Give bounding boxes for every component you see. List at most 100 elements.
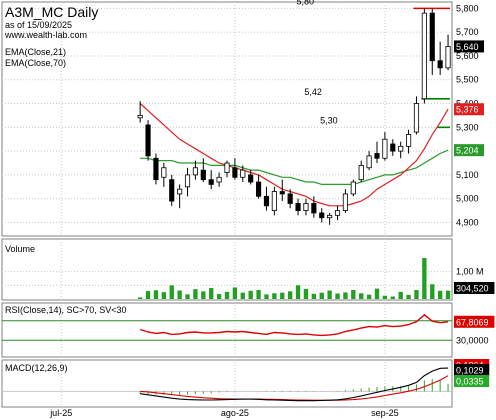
candle-body	[311, 203, 317, 214]
candle-body	[350, 181, 356, 195]
rsi-title: RSI(Close,14), SC>70, SV<30	[5, 305, 127, 315]
date-tick-label: sep-25	[371, 408, 399, 418]
volume-bar	[280, 292, 285, 299]
volume-bar	[398, 291, 403, 299]
candle-body	[413, 103, 420, 133]
level-label: 5,42	[304, 87, 322, 97]
volume-bar	[422, 258, 427, 299]
candle-body	[137, 115, 143, 119]
volume-bar	[209, 288, 214, 299]
ema-fast-line	[139, 103, 449, 207]
ema-slow-value-label: 5,204	[456, 146, 479, 156]
volume-bar	[430, 284, 435, 299]
candle-body	[374, 153, 380, 159]
candle-body	[295, 203, 301, 211]
candle-body	[184, 174, 191, 188]
volume-bar	[232, 287, 238, 299]
volume-bar	[351, 289, 356, 299]
price-tick-label: 5,500	[456, 75, 479, 85]
volume-last-label: 304,520	[456, 284, 489, 294]
volume-bar	[177, 290, 182, 299]
volume-bar	[201, 291, 206, 299]
candle-body	[358, 164, 364, 181]
candle-body	[177, 188, 183, 195]
macd-signal-line	[140, 375, 449, 401]
candle-body	[216, 176, 222, 183]
candle-body	[390, 143, 396, 152]
candle-body	[437, 60, 443, 69]
volume-bar	[287, 291, 293, 299]
volume-bar	[406, 294, 411, 299]
price-series: 5,80 5,42 5,30	[137, 0, 451, 225]
volume-bar	[319, 292, 324, 299]
volume-bar	[161, 292, 167, 299]
candle-body	[161, 167, 167, 178]
candle-body	[248, 174, 254, 183]
ema-slow-line	[140, 149, 449, 185]
volume-title: Volume	[5, 244, 35, 254]
price-tick-label: 5,000	[456, 194, 479, 204]
volume-bar	[248, 290, 253, 299]
macd-series	[139, 367, 449, 402]
volume-bar	[390, 296, 395, 299]
candle-body	[406, 134, 412, 147]
date-tick-label: jul-25	[49, 408, 72, 418]
volume-bar	[153, 290, 159, 299]
volume-bar	[303, 288, 309, 299]
level-label: 5,80	[296, 0, 314, 6]
volume-bar	[311, 293, 317, 299]
volume-bar	[359, 293, 364, 299]
rsi-last-label: 67,8069	[456, 317, 489, 327]
volume-bar	[414, 289, 419, 299]
volume-bar	[327, 290, 332, 299]
last-price-label: 5,640	[456, 42, 479, 52]
chart-subtitle: as of 15/09/2025	[5, 20, 72, 30]
legend-ema-slow: EMA(Close,70)	[5, 58, 66, 68]
volume-series	[137, 258, 451, 299]
macd-label-2: 0,1029	[456, 366, 484, 376]
candle-body	[232, 167, 238, 178]
volume-bar	[437, 290, 443, 299]
candle-body	[429, 12, 435, 62]
volume-bar	[193, 289, 198, 299]
macd-label-2-box	[454, 364, 490, 376]
candle-body	[445, 46, 451, 69]
rsi-tick-label: 30,0000	[456, 335, 489, 345]
volume-bar	[256, 289, 261, 299]
volume-bar	[335, 293, 340, 299]
volume-bar	[382, 295, 388, 299]
rsi-last-label-box	[454, 315, 495, 328]
candle-body	[200, 169, 206, 181]
volume-bar	[224, 291, 230, 299]
volume-bar	[374, 288, 380, 299]
candle-body	[169, 179, 175, 202]
last-price-label-box	[454, 40, 484, 53]
volume-tick-label: 1,00 M	[456, 267, 484, 277]
price-tick-label: 5,300	[456, 122, 479, 132]
price-tick-label: 5,600	[456, 51, 479, 61]
candle-body	[192, 167, 198, 176]
candle-body	[279, 191, 285, 195]
price-tick-label: 4,900	[456, 217, 479, 227]
price-panel	[1, 1, 453, 237]
volume-bar	[240, 292, 245, 299]
axis-labels: 5,8005,7005,6005,5005,4005,3005,2005,100…	[49, 3, 495, 418]
price-tick-label: 5,700	[456, 27, 479, 37]
candle-body	[421, 12, 427, 100]
legend-ema-fast: EMA(Close,21)	[5, 47, 66, 57]
candle-body	[327, 214, 333, 219]
volume-bar	[137, 297, 143, 299]
ema-fast-value-label-box	[454, 103, 484, 116]
chart-title: A3M_MC Daily	[5, 4, 98, 20]
watermark-text: www.wealth-lab.com	[4, 30, 87, 40]
volume-bar	[216, 294, 222, 299]
volume-last-label-box	[454, 282, 495, 294]
candle-body	[271, 191, 277, 211]
candle-body	[382, 138, 388, 159]
level-label: 5,30	[320, 115, 338, 125]
candle-body	[342, 193, 348, 211]
candle-body	[319, 212, 325, 219]
macd-title: MACD(12,26,9)	[5, 363, 68, 373]
candle-body	[153, 157, 159, 181]
